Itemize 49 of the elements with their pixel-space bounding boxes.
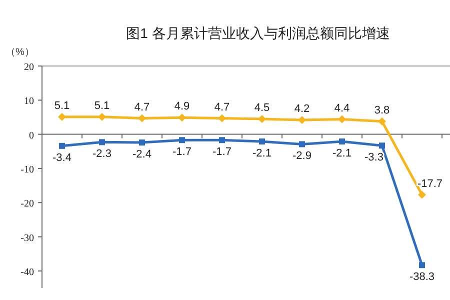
- data-label: -2.4: [132, 148, 152, 161]
- point: [379, 142, 385, 149]
- data-label: 5.1: [94, 100, 110, 112]
- y-tick-label: -40: [20, 266, 34, 278]
- data-label: 4.7: [134, 101, 150, 114]
- point: [138, 114, 146, 122]
- data-label: 4.2: [294, 102, 310, 115]
- data-label: 4.7: [214, 101, 230, 114]
- data-label: -38.3: [409, 271, 435, 284]
- point: [298, 116, 306, 124]
- y-tick-label: -20: [20, 198, 34, 210]
- y-tick-label: 20: [24, 62, 34, 73]
- y-tick-label: 0: [29, 130, 34, 142]
- data-label: -1.7: [172, 146, 192, 158]
- point: [418, 190, 426, 199]
- data-label: -3.4: [52, 152, 72, 164]
- point: [178, 114, 186, 122]
- point: [218, 114, 226, 122]
- point: [299, 141, 305, 148]
- data-label: -1.7: [212, 146, 232, 158]
- point: [339, 138, 345, 144]
- point: [58, 112, 66, 121]
- point: [258, 114, 266, 123]
- point: [219, 137, 225, 144]
- data-label: -2.1: [332, 147, 352, 160]
- data-label: 4.5: [254, 102, 270, 114]
- data-label: -3.3: [364, 152, 384, 164]
- y-axis-title: （%）: [6, 47, 34, 58]
- point: [419, 262, 425, 268]
- point: [378, 117, 386, 126]
- data-label: -2.3: [92, 148, 112, 160]
- chart-title: 图1 各月累计营业收入与利润总额同比增速: [126, 25, 390, 41]
- point: [59, 142, 65, 149]
- point: [99, 139, 105, 146]
- data-label: 3.8: [374, 104, 390, 116]
- y-tick-label: 10: [24, 96, 34, 108]
- data-label: -2.1: [252, 147, 272, 160]
- data-label: 4.4: [334, 102, 350, 114]
- data-label: 5.1: [54, 100, 70, 112]
- point: [98, 112, 106, 121]
- point: [179, 137, 185, 144]
- point: [338, 115, 346, 124]
- data-label: -17.7: [417, 178, 443, 190]
- point: [259, 138, 265, 144]
- point: [139, 140, 145, 146]
- y-tick-label: -10: [20, 164, 34, 176]
- data-label: 4.9: [174, 100, 190, 113]
- data-label: -2.9: [292, 150, 312, 162]
- y-tick-label: -30: [20, 232, 34, 244]
